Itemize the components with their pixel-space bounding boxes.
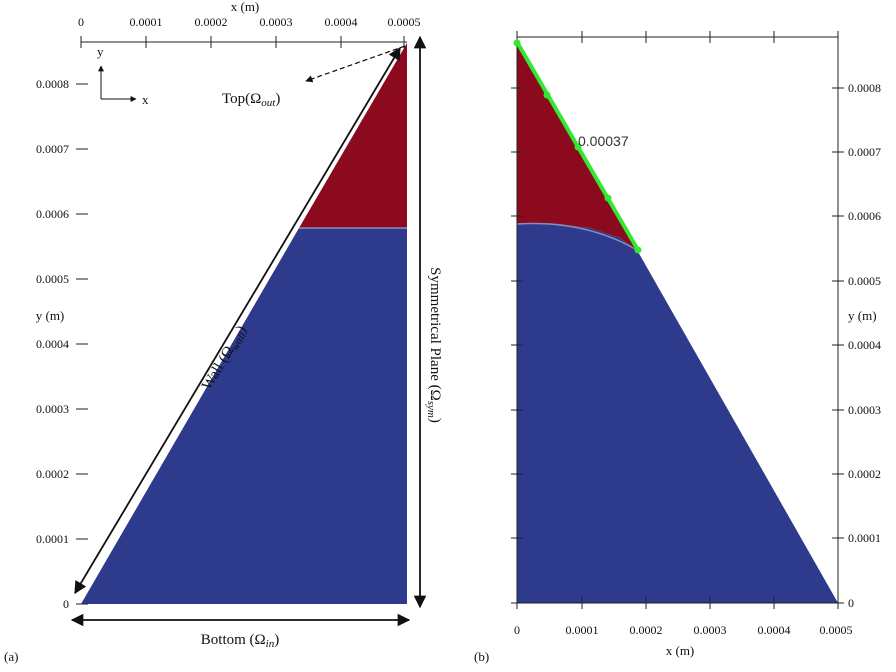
coord-x-label: x (142, 92, 149, 107)
panel-b-label: (b) (474, 649, 489, 664)
coordinate-indicator: y x (97, 44, 149, 107)
liquid-region (81, 228, 407, 604)
y-tick-label: 0.0005 (36, 272, 69, 286)
symmetry-label: Symmetrical Plane (Ωsym) (425, 267, 443, 423)
panel-a: 0 0.0001 0.0002 0.0003 0.0004 0.0005 x (… (4, 0, 443, 664)
top-close: ) (275, 91, 280, 107)
symmetry-close: ) (427, 418, 443, 423)
y-tick-label: 0 (848, 596, 854, 610)
y-tick-label: 0.0006 (36, 207, 69, 221)
y-tick-label: 0.0008 (848, 81, 881, 95)
gas-region (299, 43, 407, 228)
x-tick-label: 0.0001 (130, 15, 163, 29)
y-tick-label: 0.0006 (848, 209, 881, 223)
bottom-label-text: Bottom (Ω (201, 632, 266, 648)
y-tick-label: 0.0007 (36, 142, 69, 156)
top-subscript: out (261, 97, 276, 109)
symmetry-label-text: Symmetrical Plane (Ω (427, 267, 443, 401)
panel-a-label: (a) (4, 649, 18, 664)
x-tick-label: 0.0005 (820, 623, 853, 637)
y-tick-label: 0.0005 (848, 274, 881, 288)
y-tick-label: 0.0004 (848, 338, 881, 352)
panel-b: 0.00037 0 0.0001 0.0002 0.0003 0.0004 0.… (474, 31, 881, 664)
y-tick-label: 0 (63, 597, 69, 611)
y-tick-label: 0.0007 (848, 145, 881, 159)
x-tick-marks (80, 36, 405, 48)
y-axis-title: y (m) (36, 308, 65, 323)
coord-y-label: y (97, 44, 104, 59)
x-tick-label: 0.0003 (694, 623, 727, 637)
tick-marks (511, 31, 844, 609)
bottom-label: Bottom (Ωin) (201, 632, 279, 650)
liquid-region (517, 223, 838, 603)
y-tick-label: 0.0001 (848, 531, 881, 545)
x-tick-label: 0.0004 (758, 623, 791, 637)
y-tick-label: 0.0002 (36, 467, 69, 481)
x-tick-label: 0.0003 (260, 15, 293, 29)
y-tick-label: 0.0002 (848, 467, 881, 481)
top-pointer-arrow (305, 45, 406, 83)
x-tick-label: 0.0004 (325, 15, 358, 29)
y-tick-marks (76, 83, 88, 605)
bottom-subscript: in (266, 638, 275, 650)
top-label-text: Top(Ω (222, 91, 261, 107)
x-tick-label: 0.0002 (630, 623, 663, 637)
y-tick-label: 0.0004 (36, 337, 69, 351)
segment-length-label: 0.00037 (578, 133, 629, 149)
x-tick-label: 0 (514, 623, 520, 637)
symmetry-subscript: sym (425, 401, 437, 418)
svg-text:Symmetrical Plane (Ωsym): Symmetrical Plane (Ωsym) (425, 267, 443, 423)
x-tick-label: 0.0001 (566, 623, 599, 637)
x-tick-label: 0.0002 (195, 15, 228, 29)
y-tick-label: 0.0003 (848, 403, 881, 417)
wall-arrow (74, 46, 401, 595)
y-tick-label: 0.0001 (36, 532, 69, 546)
x-tick-label: 0.0005 (388, 15, 421, 29)
bottom-close: ) (274, 632, 279, 648)
segment-markers (513, 39, 642, 254)
y-axis-title: y (m) (848, 308, 877, 323)
y-tick-label: 0.0003 (36, 402, 69, 416)
top-label: Top(Ωout) (222, 91, 280, 109)
interface-curve (516, 222, 638, 251)
x-axis-title: x (m) (231, 0, 260, 14)
y-tick-label: 0.0008 (36, 77, 69, 91)
x-tick-label: 0 (78, 15, 84, 29)
x-axis-title: x (m) (666, 643, 695, 658)
